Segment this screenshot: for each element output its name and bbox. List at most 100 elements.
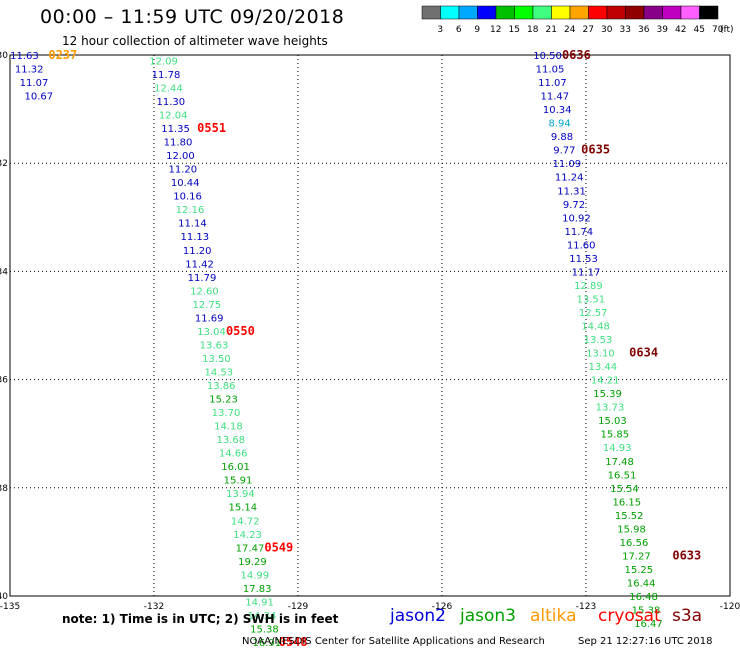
wave-height-label: 11.17 [572, 267, 601, 278]
wave-height-label: 11.32 [15, 65, 44, 76]
legend-entry-s3a: s3a [672, 606, 703, 626]
color-scale-label: 18 [527, 25, 539, 35]
unit-label: (ft) [720, 25, 734, 35]
wave-height-label: 11.47 [540, 92, 569, 103]
wave-height-label: 14.23 [233, 530, 262, 541]
wave-height-label: 11.74 [564, 227, 593, 238]
x-tick-label: -120 [720, 602, 740, 612]
wave-height-label: 15.38 [632, 606, 661, 617]
generated-timestamp: Sep 21 12:27:16 UTC 2018 [578, 636, 713, 647]
wave-height-label: 16.01 [221, 462, 250, 473]
color-scale-label: 36 [638, 25, 650, 35]
x-tick-label: -132 [144, 602, 164, 612]
wave-height-label: 11.07 [538, 78, 567, 89]
color-scale-label: 33 [620, 25, 631, 35]
footer-note: note: 1) Time is in UTC; 2) SWH is in fe… [62, 612, 339, 626]
x-tick-label: -135 [0, 602, 20, 612]
wave-height-label: 10.92 [562, 213, 591, 224]
color-swatch [699, 5, 719, 20]
color-scale-label: 12 [490, 25, 501, 35]
color-scale-label: 30 [601, 25, 613, 35]
y-tick-label: -38 [0, 484, 8, 494]
wave-height-label: 9.88 [551, 132, 573, 143]
wave-height-label: 10.44 [171, 178, 200, 189]
wave-height-label: 13.70 [212, 408, 241, 419]
color-scale-label: 27 [583, 25, 594, 35]
legend-entry-cryosat: cryosat [598, 606, 661, 626]
wave-height-label: 12.16 [176, 205, 205, 216]
wave-height-label: 15.03 [598, 416, 627, 427]
wave-height-label: 15.39 [593, 389, 622, 400]
wave-height-label: 16.44 [627, 578, 656, 589]
wave-height-label: 13.86 [207, 381, 236, 392]
wave-height-label: 16.51 [608, 470, 637, 481]
wave-height-label: 11.53 [569, 254, 598, 265]
wave-height-label: 12.57 [579, 308, 608, 319]
wave-height-label: 11.69 [195, 313, 224, 324]
pass-time-label: 0634 [629, 346, 658, 360]
wave-height-label: 15.91 [224, 476, 253, 487]
wave-height-label: 15.25 [624, 565, 653, 576]
wave-height-label: 8.94 [548, 119, 570, 130]
wave-height-label: 13.63 [200, 340, 229, 351]
x-tick-label: -126 [432, 602, 453, 612]
wave-height-label: 14.99 [240, 570, 269, 581]
wave-height-label: 17.83 [243, 584, 272, 595]
wave-height-label: 11.42 [185, 259, 214, 270]
wave-height-label: 12.44 [154, 83, 183, 94]
y-tick-label: -34 [0, 267, 8, 277]
wave-height-label: 14.21 [591, 376, 620, 387]
legend-entry-altika: altika [530, 606, 577, 626]
color-scale-label: 9 [474, 25, 480, 35]
color-scale-label: 42 [675, 25, 686, 35]
y-tick-label: -40 [0, 592, 8, 602]
wave-height-label: 11.60 [567, 240, 596, 251]
color-scale-label: 3 [437, 25, 443, 35]
color-scale-label: 21 [546, 25, 557, 35]
wave-height-label: 12.00 [166, 151, 195, 162]
wave-height-label: 11.35 [161, 124, 190, 135]
wave-height-label: 15.14 [228, 503, 257, 514]
wave-height-label: 13.53 [584, 335, 613, 346]
pass-time-label: 0551 [197, 121, 226, 135]
color-scale-bar: 3 6 9 12 15 18 21 24 27 30 33 36 39 42 45 70(ft) [421, 5, 734, 35]
wave-height-label: 13.44 [588, 362, 617, 373]
pass-time-label: 0237 [48, 48, 77, 62]
wave-height-label: 17.48 [605, 457, 634, 468]
legend-entry-jason2: jason2 [390, 606, 446, 626]
wave-height-label: 11.31 [557, 186, 586, 197]
wave-height-label: 14.18 [214, 422, 243, 433]
wave-height-label: 17.47 [236, 543, 265, 554]
wave-height-label: 11.79 [188, 273, 217, 284]
y-tick-label: -30 [0, 51, 8, 61]
wave-height-label: 14.34 [248, 611, 277, 622]
wave-height-label: 14.48 [581, 322, 610, 333]
wave-height-label: 11.80 [164, 138, 193, 149]
color-scale-label: 15 [509, 25, 520, 35]
wave-height-label: 15.38 [250, 624, 279, 635]
wave-height-label: 11.13 [180, 232, 209, 243]
wave-height-label: 9.77 [553, 146, 575, 157]
wave-height-label: 13.10 [586, 349, 615, 360]
wave-height-label: 11.24 [555, 173, 584, 184]
wave-height-label: 14.66 [219, 449, 248, 460]
wave-height-label: 14.53 [204, 367, 233, 378]
wave-height-label: 12.75 [192, 300, 221, 311]
wave-height-label: 11.05 [536, 65, 565, 76]
wave-height-label: 19.29 [238, 557, 267, 568]
wave-height-label: 12.04 [159, 111, 188, 122]
wave-height-label: 15.52 [615, 511, 644, 522]
wave-height-label: 11.20 [168, 165, 197, 176]
wave-height-label: 13.04 [197, 327, 226, 338]
wave-height-label: 13.73 [596, 403, 625, 414]
plot-frame [9, 54, 731, 597]
wave-height-label: 14.72 [231, 516, 260, 527]
y-tick-label: -36 [0, 376, 8, 386]
chart-subtitle: 12 hour collection of altimeter wave hei… [62, 34, 328, 48]
wave-height-label: 10.50 [533, 51, 562, 62]
wave-height-label: 12.89 [574, 281, 603, 292]
wave-height-label: 15.98 [617, 524, 646, 535]
wave-height-label: 14.91 [245, 597, 274, 608]
pass-time-label: 0548 [279, 635, 308, 649]
